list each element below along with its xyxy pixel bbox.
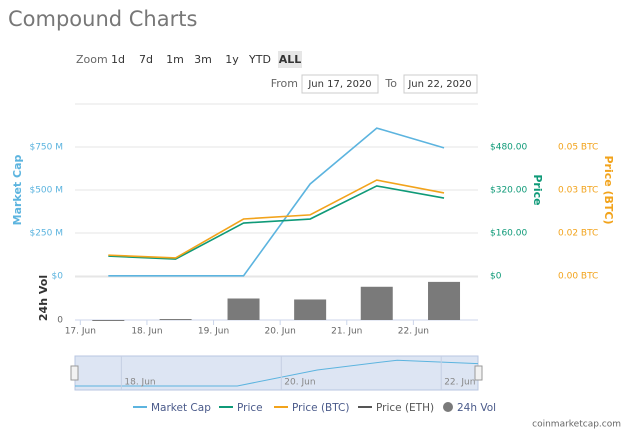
y-axis-title: Market Cap <box>11 155 24 226</box>
y-tick-label: $250 M <box>29 229 63 239</box>
x-tick-label: 21. Jun <box>331 327 362 337</box>
to-label: To <box>384 77 397 90</box>
series-line <box>108 185 445 260</box>
y-tick-label: $750 M <box>29 143 63 153</box>
zoom-button[interactable]: ALL <box>279 53 302 66</box>
vol-bar <box>294 299 327 320</box>
vol-tick-label: 0 <box>57 316 63 326</box>
credit: coinmarketcap.com <box>532 420 621 430</box>
x-tick-label: 19. Jun <box>198 327 229 337</box>
legend-label[interactable]: Price (BTC) <box>292 402 349 414</box>
to-input[interactable] <box>403 74 478 94</box>
legend-swatch[interactable] <box>443 402 453 412</box>
y-tick-label: 0.03 BTC <box>558 186 598 196</box>
y-tick-label: 0.02 BTC <box>558 228 598 238</box>
series-line <box>108 179 445 259</box>
navigator-handle[interactable] <box>474 365 483 381</box>
navigator-line <box>75 359 479 387</box>
legend-label[interactable]: Market Cap <box>151 402 211 414</box>
y-tick-label: $480.00 <box>490 143 527 153</box>
zoom-button-bg <box>278 51 302 68</box>
zoom-button[interactable]: 1m <box>166 53 184 66</box>
y-tick-label: $320.00 <box>490 186 527 196</box>
to-date[interactable]: Jun 22, 2020 <box>407 79 471 90</box>
vol-bar <box>360 286 393 320</box>
zoom-label: Zoom <box>76 53 108 66</box>
y-tick-label: 0.05 BTC <box>558 143 598 153</box>
navigator-label: 20. Jun <box>284 378 315 388</box>
zoom-button[interactable]: 3m <box>194 53 212 66</box>
y-tick-label: 0.00 BTC <box>558 272 598 282</box>
navigator-handle[interactable] <box>70 365 79 381</box>
y-tick-label: $160.00 <box>490 229 527 239</box>
navigator[interactable] <box>74 355 479 391</box>
from-date[interactable]: Jun 17, 2020 <box>307 79 371 90</box>
vol-bar <box>159 319 192 321</box>
legend-label[interactable]: Price (ETH) <box>376 402 434 414</box>
from-label: From <box>271 77 298 90</box>
x-tick-label: 20. Jun <box>265 327 296 337</box>
zoom-button[interactable]: YTD <box>248 53 271 66</box>
from-input[interactable] <box>301 74 379 94</box>
series-line <box>108 127 445 277</box>
y3-axis-title: Price (BTC) <box>602 155 615 224</box>
vol-bar <box>227 298 260 320</box>
y-tick-label: $0 <box>490 272 502 282</box>
y-tick-label: $0 <box>52 272 64 282</box>
page-title: Compound Charts <box>8 7 197 31</box>
legend-label[interactable]: Price <box>237 402 263 414</box>
x-tick-label: 18. Jun <box>131 327 162 337</box>
x-tick-label: 17. Jun <box>65 327 96 337</box>
zoom-button[interactable]: 1d <box>111 53 125 66</box>
vol-bar <box>92 320 125 321</box>
zoom-button[interactable]: 7d <box>139 53 153 66</box>
y-tick-label: $500 M <box>29 186 63 196</box>
navigator-label: 22. Jun <box>444 378 475 388</box>
zoom-button[interactable]: 1y <box>225 53 239 66</box>
vol-bar <box>428 281 461 320</box>
legend-label[interactable]: 24h Vol <box>457 402 496 414</box>
vol-axis-title: 24h Vol <box>37 275 50 321</box>
navigator-label: 18. Jun <box>124 378 155 388</box>
y2-axis-title: Price <box>531 174 544 205</box>
x-tick-label: 22. Jun <box>398 327 429 337</box>
